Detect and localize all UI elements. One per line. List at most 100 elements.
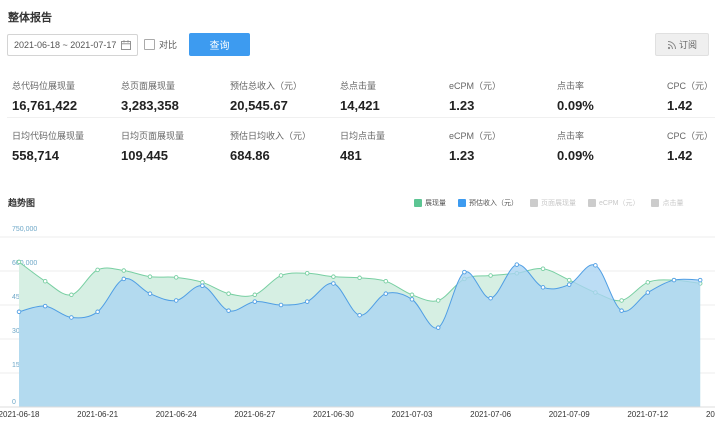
stat-label: 日均代码位展现量 (12, 131, 85, 141)
data-point (645, 280, 651, 285)
legend-item-ecpm[interactable]: eCPM（元） (588, 198, 639, 208)
stat-daily-revenue: 预估日均收入（元） 684.86 (230, 129, 311, 163)
legend-label: 页面展现量 (541, 200, 576, 207)
compare-checkbox[interactable] (144, 39, 155, 50)
stat-total-clicks: 总点击量 14,421 (340, 79, 380, 113)
data-point (462, 269, 467, 275)
data-point (566, 282, 572, 287)
chart-legend: 展现量 预估收入（元） 页面展现量 eCPM（元） 点击量 (414, 198, 695, 208)
stat-value: 3,283,358 (121, 98, 179, 113)
stat-daily-cpc: CPC（元） 1.42 (667, 129, 713, 163)
page-title: 整体报告 (8, 12, 52, 24)
date-range-picker[interactable]: 2021-06-18 ~ 2021-07-17 (7, 34, 138, 56)
data-point (619, 298, 624, 303)
legend-item-revenue[interactable]: 预估收入（元） (458, 198, 518, 208)
stat-label: 日均页面展现量 (121, 131, 185, 141)
data-point (514, 262, 520, 267)
subscribe-label: 订阅 (678, 40, 697, 50)
trend-chart: 0150,000300,000450,000600,000750,0002021… (0, 226, 715, 419)
data-point (645, 290, 651, 295)
data-point (16, 309, 22, 315)
data-point (252, 299, 258, 304)
stat-label: 预估总收入（元） (230, 81, 303, 91)
x-tick-label: 2021-07-12 (627, 410, 668, 419)
data-point (409, 292, 415, 298)
data-point (173, 298, 179, 303)
data-point (357, 312, 362, 318)
stat-daily-ad-impressions: 日均代码位展现量 558,714 (12, 129, 84, 163)
chart-title: 趋势图 (8, 198, 36, 208)
y-tick-label: 0 (12, 399, 16, 406)
calendar-icon (121, 40, 131, 50)
data-point (331, 274, 336, 279)
stat-label: CPC（元） (667, 131, 714, 141)
data-point (173, 275, 179, 280)
stat-total-revenue: 预估总收入（元） 20,545.67 (230, 79, 302, 113)
stat-daily-page-impressions: 日均页面展现量 109,445 (121, 129, 184, 163)
subscribe-button[interactable]: 订阅 (655, 33, 709, 56)
x-tick-label: 2021-06-18 (0, 410, 40, 419)
stat-value: 1.42 (667, 98, 693, 113)
legend-label: 预估收入（元） (469, 200, 518, 207)
stat-label: 日均点击量 (340, 131, 386, 141)
data-point (42, 303, 48, 309)
stat-label: 总代码位展现量 (12, 81, 76, 91)
x-tick-label: 2021-06-21 (77, 410, 118, 419)
stats-divider (7, 117, 715, 118)
series-area (19, 264, 701, 407)
data-point (200, 283, 205, 288)
legend-label: 展现量 (425, 200, 446, 207)
date-range-value: 2021-06-18 ~ 2021-07-17 (14, 40, 117, 50)
data-point (95, 267, 100, 273)
y-tick-label: 600,000 (12, 260, 37, 267)
data-point (383, 291, 389, 296)
stat-daily-ctr: 点击率 0.09% (557, 129, 594, 163)
data-point (42, 278, 48, 284)
x-tick-label: 2021-07-09 (549, 410, 590, 419)
x-tick-label: 2021-06-30 (313, 410, 354, 419)
data-point (252, 292, 258, 298)
data-point (383, 278, 389, 284)
x-tick-label: 2021-07-06 (470, 410, 511, 419)
data-point (540, 266, 546, 271)
stat-value: 481 (340, 148, 362, 163)
data-point (95, 309, 100, 315)
data-point (697, 277, 703, 283)
legend-item-clicks[interactable]: 点击量 (651, 198, 683, 208)
stat-value: 0.09% (557, 98, 594, 113)
data-point (69, 292, 74, 298)
legend-item-impressions[interactable]: 展现量 (414, 198, 446, 208)
data-point (16, 259, 22, 265)
stat-label: 点击率 (557, 81, 585, 91)
legend-swatch (458, 199, 466, 207)
data-point (226, 308, 231, 313)
stat-total-ad-impressions: 总代码位展现量 16,761,422 (12, 79, 77, 113)
stat-total-ecpm: eCPM（元） 1.23 (449, 79, 501, 113)
legend-swatch (414, 199, 422, 207)
legend-item-page-impressions[interactable]: 页面展现量 (530, 198, 576, 208)
stat-total-ctr: 点击率 0.09% (557, 79, 594, 113)
legend-swatch (588, 199, 596, 207)
stat-value: 1.42 (667, 148, 693, 163)
x-tick-label: 2021-06-27 (234, 410, 275, 419)
data-point (488, 295, 493, 301)
stat-label: 总页面展现量 (121, 81, 176, 91)
compare-toggle[interactable]: 对比 (144, 38, 177, 51)
stat-value: 558,714 (12, 148, 59, 163)
data-point (147, 274, 153, 279)
stat-value: 1.23 (449, 98, 475, 113)
x-tick-label: 2021-06-24 (156, 410, 197, 419)
legend-swatch (530, 199, 538, 207)
data-point (121, 276, 127, 282)
x-tick-label: 2021-07-03 (392, 410, 433, 419)
data-point (226, 291, 231, 296)
x-tick-label: 2021-07-15 (706, 410, 715, 419)
stat-label: 预估日均收入（元） (230, 131, 312, 141)
stat-daily-clicks: 日均点击量 481 (340, 129, 385, 163)
data-point (304, 271, 310, 276)
stat-value: 684.86 (230, 148, 270, 163)
data-point (357, 275, 362, 281)
compare-label: 对比 (159, 40, 178, 50)
query-button[interactable]: 查询 (189, 33, 250, 56)
stat-daily-ecpm: eCPM（元） 1.23 (449, 129, 501, 163)
